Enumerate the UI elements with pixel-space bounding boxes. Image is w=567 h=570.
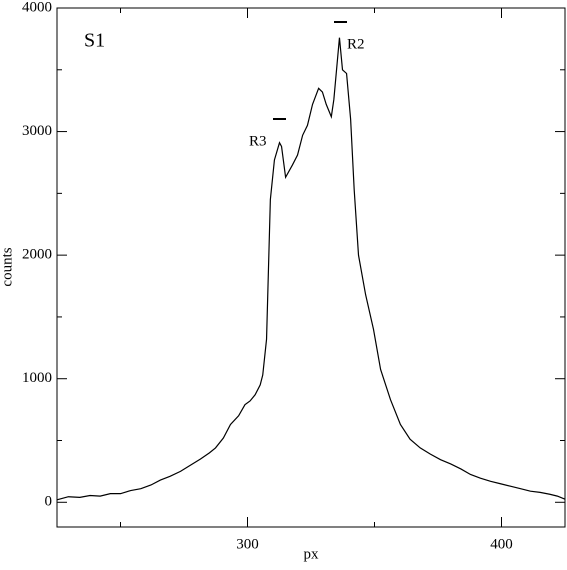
annotation: R3: [249, 133, 267, 149]
y-tick-label: 2000: [22, 247, 52, 263]
y-tick-label: 1000: [22, 370, 52, 386]
y-tick-label: 0: [45, 494, 53, 510]
annotation: R2: [347, 36, 365, 52]
annotation: S1: [84, 30, 105, 52]
y-tick-label: 3000: [22, 123, 52, 139]
y-axis-label: counts: [0, 247, 15, 286]
x-tick-label: 300: [236, 536, 259, 552]
x-tick-label: 400: [490, 536, 513, 552]
plot-frame: [56, 7, 566, 528]
data-line: [56, 37, 566, 501]
x-axis-label: px: [304, 546, 320, 562]
y-tick-label: 4000: [22, 0, 52, 15]
